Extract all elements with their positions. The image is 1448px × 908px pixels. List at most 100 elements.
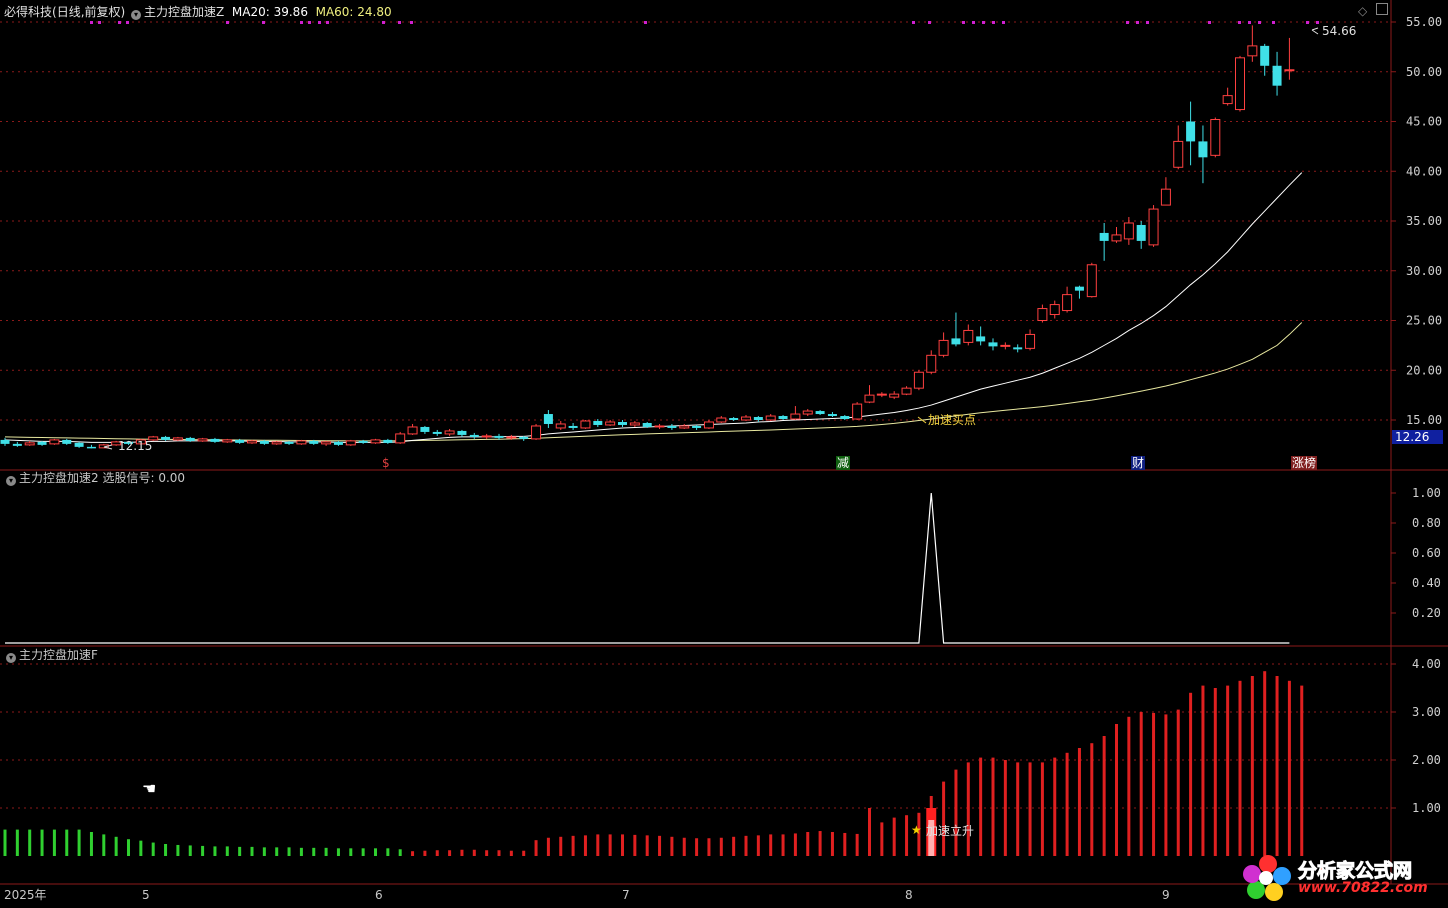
signal-line [5,492,1290,644]
candle-body [210,438,220,442]
candle-body [531,425,542,440]
stock-name[interactable]: 必得科技 [4,5,53,19]
y-tick-label: 4.00 [1412,657,1441,671]
y-tick-label: 25.00 [1406,314,1442,328]
f-bar [139,840,143,856]
f-bar [1139,712,1143,856]
candle-body [840,416,850,420]
candle-body [0,439,10,444]
event-marker[interactable]: 财 [1131,456,1146,470]
y-tick-label: 15.00 [1406,413,1442,427]
f-bar [682,837,686,856]
f-bar [818,831,822,856]
candle-body [321,441,332,445]
signal-dot [1208,21,1211,24]
candle-body [654,425,665,428]
signal-dot [992,21,995,24]
buy-arrow [917,416,927,424]
f-bar [65,829,69,856]
diamond-icon[interactable]: ◇ [1358,4,1368,18]
f-bar [1152,712,1156,856]
candle-body [1123,222,1134,240]
window-toggle-icon[interactable] [1376,3,1388,15]
candle-body [309,440,319,444]
signal-dot [912,21,915,24]
candle-body [1136,224,1146,241]
f-bar [448,850,452,856]
f-bar [77,829,81,856]
f-bar [1263,671,1267,856]
candle-body [802,410,813,415]
candle-body [1247,45,1258,57]
candle-body [815,411,825,415]
f-bar [1127,716,1131,856]
f-bar [1300,685,1304,856]
low-price-label: 12.15 [118,439,153,453]
signal-dot [1258,21,1261,24]
f-bar [15,829,19,856]
panel3-title[interactable]: 主力控盘加速F [19,648,98,662]
x-tick: 9 [1162,888,1170,902]
signal-dot [126,21,129,24]
signal-dot [308,21,311,24]
f-bar [28,829,32,856]
f-bar [707,838,711,856]
candle-body [37,441,47,445]
f-bar [127,839,130,856]
candle-body [703,421,714,429]
candle-body [1260,45,1270,66]
event-marker[interactable]: 减 [836,456,851,470]
ma20-label: MA20: 39.86 [231,5,308,19]
f-bar [1003,760,1007,856]
candle-body [852,403,863,420]
f-bar [114,836,118,856]
panel2-signal: 选股信号: 0.00 [102,471,186,485]
f-bar [979,757,983,856]
f-bar [40,829,44,856]
y-tick-label: 35.00 [1406,214,1442,228]
candle-body [926,354,937,373]
candle-body [457,430,467,435]
candle-body [642,422,652,427]
dropdown-icon[interactable]: ▾ [6,476,16,486]
dropdown-icon[interactable]: ▾ [6,653,16,663]
y-tick-label: 0.20 [1412,606,1441,620]
candle-body [889,393,900,398]
event-marker[interactable]: $ [382,456,390,470]
candle-body [692,425,702,428]
dropdown-icon[interactable]: ▾ [131,10,142,20]
event-marker[interactable]: 涨榜 [1291,456,1318,470]
candle-body [1198,141,1208,158]
candle-body [778,416,788,420]
signal-dot [398,21,401,24]
candle-body [12,443,22,446]
panel2-title[interactable]: 主力控盘加速2 [19,471,99,485]
candle-body [197,438,208,442]
candle-body [24,442,35,446]
candle-body [1086,264,1097,298]
signal-dot [1316,21,1319,24]
main-chart-header: 必得科技(日线,前复权) ▾ 主力控盘加速Z MA20: 39.86 MA60: … [4,4,392,20]
x-tick: 6 [375,888,383,902]
candle-body [148,436,159,441]
signal-dot [226,21,229,24]
panel3-header: ▾ 主力控盘加速F [4,647,98,663]
indicator-name[interactable]: 主力控盘加速Z [144,5,225,19]
y-tick-label: 55.00 [1406,15,1442,29]
y-tick-label: 40.00 [1406,164,1442,178]
candle-body [420,426,430,432]
f-bar [1077,748,1081,856]
f-bar [262,847,266,856]
candle-body [345,440,356,446]
candle-body [185,437,195,441]
candle-body [1272,65,1282,86]
candle-body [716,417,727,423]
f-bar [336,848,340,856]
candle-body [111,441,122,446]
signal-dot [326,21,329,24]
f-bar [275,847,279,856]
candle-body [1000,344,1011,347]
y-tick-label: 3.00 [1412,705,1441,719]
f-bar [1065,752,1069,856]
candle-body [1186,121,1196,142]
